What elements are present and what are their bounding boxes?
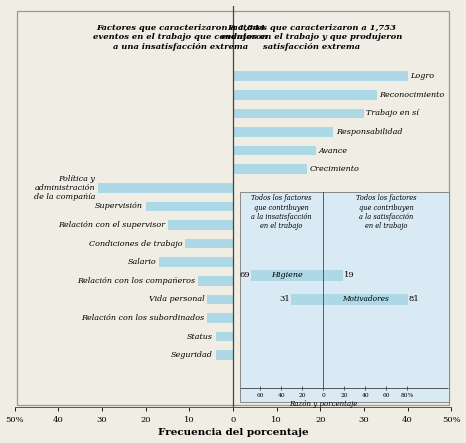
- Text: 20: 20: [341, 393, 348, 399]
- Text: 40: 40: [278, 393, 285, 399]
- Text: Higiene: Higiene: [271, 271, 303, 279]
- Text: Salario: Salario: [128, 258, 156, 266]
- Text: Relación con los subordinados: Relación con los subordinados: [81, 314, 204, 322]
- Text: Todos los factores
que contribuyen
a la insatisfacción
en el trabajo: Todos los factores que contribuyen a la …: [251, 194, 312, 230]
- Bar: [216, 350, 233, 360]
- Text: Seguridad: Seguridad: [171, 351, 213, 359]
- Bar: [233, 71, 407, 81]
- Bar: [323, 270, 343, 281]
- Text: Vida personal: Vida personal: [149, 295, 204, 303]
- Bar: [146, 202, 233, 211]
- Bar: [168, 220, 233, 230]
- Bar: [240, 191, 449, 402]
- Text: 81: 81: [409, 295, 420, 303]
- Text: 31: 31: [279, 295, 290, 303]
- Bar: [159, 257, 233, 267]
- Text: 0: 0: [322, 393, 325, 399]
- Bar: [251, 270, 323, 281]
- Text: 40: 40: [361, 393, 369, 399]
- Text: Razón y porcentaje: Razón y porcentaje: [289, 400, 357, 408]
- Text: Condiciones de trabajo: Condiciones de trabajo: [89, 240, 182, 248]
- Text: 20: 20: [299, 393, 306, 399]
- Bar: [233, 127, 333, 137]
- Text: 80%: 80%: [400, 393, 414, 399]
- Text: Factores que caracterizaron a 1,844
eventos en el trabajo que condujeron
a una i: Factores que caracterizaron a 1,844 even…: [93, 24, 268, 51]
- Text: Crecimiento: Crecimiento: [310, 165, 360, 173]
- Bar: [233, 164, 307, 174]
- Bar: [233, 109, 364, 118]
- Text: Relación con los compañeros: Relación con los compañeros: [77, 277, 195, 285]
- Text: 60: 60: [383, 393, 390, 399]
- Bar: [207, 313, 233, 323]
- Bar: [185, 239, 233, 249]
- Bar: [291, 294, 323, 305]
- Text: Logro: Logro: [410, 72, 434, 80]
- Text: Responsabilidad: Responsabilidad: [336, 128, 403, 136]
- Text: 69: 69: [240, 271, 250, 279]
- Bar: [323, 294, 408, 305]
- Text: Motivadores: Motivadores: [343, 295, 389, 303]
- Bar: [207, 295, 233, 304]
- Text: Trabajo en sí: Trabajo en sí: [366, 109, 419, 117]
- Text: Supervisión: Supervisión: [95, 202, 143, 210]
- Bar: [233, 146, 316, 155]
- Text: 19: 19: [344, 271, 355, 279]
- Text: Factores que caracterizaron a 1,753
eventos en el trabajo y que produjeron
satis: Factores que caracterizaron a 1,753 even…: [221, 24, 402, 51]
- Bar: [233, 90, 377, 100]
- Text: Política y
administración
de la compañía: Política y administración de la compañía: [34, 175, 95, 201]
- Bar: [198, 276, 233, 286]
- Bar: [98, 183, 233, 193]
- Text: Relación con el supervisor: Relación con el supervisor: [58, 221, 165, 229]
- Text: Avance: Avance: [318, 147, 348, 155]
- Bar: [216, 332, 233, 342]
- X-axis label: Frecuencia del porcentaje: Frecuencia del porcentaje: [158, 428, 308, 437]
- Text: Todos los factores
que contribuyen
a la satisfacción
en el trabajo: Todos los factores que contribuyen a la …: [356, 194, 417, 230]
- Text: Reconocimiento: Reconocimiento: [380, 91, 445, 99]
- Text: Status: Status: [187, 333, 213, 341]
- Text: 60: 60: [257, 393, 264, 399]
